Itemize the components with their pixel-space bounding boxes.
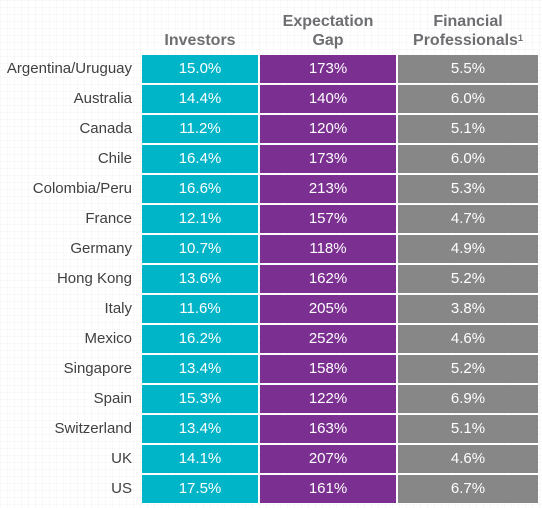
cell-financial-professionals: 5.3%	[398, 175, 538, 203]
row-label-country: Argentina/Uruguay	[6, 60, 132, 77]
table-row: Italy 11.6% 205% 3.8%	[0, 295, 542, 323]
table-row: UK 14.1% 207% 4.6%	[0, 445, 542, 473]
cell-financial-professionals: 5.2%	[398, 355, 538, 383]
row-label-country: Hong Kong	[56, 270, 132, 287]
cell-expectation-gap: 157%	[260, 205, 396, 233]
table-row: France 12.1% 157% 4.7%	[0, 205, 542, 233]
cell-financial-professionals: 4.6%	[398, 445, 538, 473]
header-fp-footnote: 1	[517, 33, 523, 43]
header-gap-line-1: Expectation	[282, 13, 374, 30]
cell-investors: 17.5%	[142, 475, 258, 503]
row-label-country: Colombia/Peru	[32, 180, 132, 197]
table-row: Canada 11.2% 120% 5.1%	[0, 115, 542, 143]
cell-investors: 14.1%	[142, 445, 258, 473]
cell-financial-professionals: 4.6%	[398, 325, 538, 353]
cell-expectation-gap: 173%	[260, 55, 396, 83]
cell-expectation-gap: 158%	[260, 355, 396, 383]
cell-financial-professionals: 5.2%	[398, 265, 538, 293]
row-label-country: Germany	[70, 240, 132, 257]
cell-investors: 11.6%	[142, 295, 258, 323]
cell-expectation-gap: 213%	[260, 175, 396, 203]
cell-investors: 13.4%	[142, 355, 258, 383]
table-row: US 17.5% 161% 6.7%	[0, 475, 542, 503]
cell-investors: 16.2%	[142, 325, 258, 353]
cell-investors: 10.7%	[142, 235, 258, 263]
cell-financial-professionals: 5.1%	[398, 415, 538, 443]
header-financial-professionals: Financial Professionals1	[398, 8, 538, 50]
cell-investors: 13.6%	[142, 265, 258, 293]
cell-financial-professionals: 6.9%	[398, 385, 538, 413]
row-label-country: UK	[111, 450, 132, 467]
cell-financial-professionals: 4.7%	[398, 205, 538, 233]
table-row: Switzerland 13.4% 163% 5.1%	[0, 415, 542, 443]
header-investors: Investors	[142, 8, 258, 50]
cell-investors: 11.2%	[142, 115, 258, 143]
cell-financial-professionals: 6.0%	[398, 145, 538, 173]
cell-expectation-gap: 252%	[260, 325, 396, 353]
row-label-country: Australia	[73, 90, 132, 107]
cell-expectation-gap: 140%	[260, 85, 396, 113]
cell-expectation-gap: 173%	[260, 145, 396, 173]
row-label-country: Switzerland	[54, 420, 132, 437]
table-row: Chile 16.4% 173% 6.0%	[0, 145, 542, 173]
table-row: Spain 15.3% 122% 6.9%	[0, 385, 542, 413]
cell-investors: 13.4%	[142, 415, 258, 443]
row-label-country: Singapore	[63, 360, 132, 377]
cell-financial-professionals: 6.0%	[398, 85, 538, 113]
cell-investors: 16.4%	[142, 145, 258, 173]
header-investors-label: Investors	[164, 32, 236, 49]
row-label-country: France	[85, 210, 132, 227]
row-label-country: Chile	[97, 150, 132, 167]
cell-expectation-gap: 205%	[260, 295, 396, 323]
table-row: Argentina/Uruguay 15.0% 173% 5.5%	[0, 55, 542, 83]
table-row: Germany 10.7% 118% 4.9%	[0, 235, 542, 263]
cell-financial-professionals: 3.8%	[398, 295, 538, 323]
cell-investors: 16.6%	[142, 175, 258, 203]
row-label-country: Spain	[93, 390, 132, 407]
cell-expectation-gap: 118%	[260, 235, 396, 263]
cell-expectation-gap: 207%	[260, 445, 396, 473]
table-row: Singapore 13.4% 158% 5.2%	[0, 355, 542, 383]
table-row: Mexico 16.2% 252% 4.6%	[0, 325, 542, 353]
cell-financial-professionals: 6.7%	[398, 475, 538, 503]
cell-investors: 12.1%	[142, 205, 258, 233]
cell-expectation-gap: 163%	[260, 415, 396, 443]
cell-expectation-gap: 161%	[260, 475, 396, 503]
row-label-country: Italy	[104, 300, 132, 317]
table-row: Hong Kong 13.6% 162% 5.2%	[0, 265, 542, 293]
cell-financial-professionals: 5.5%	[398, 55, 538, 83]
header-gap-line-2: Gap	[312, 32, 344, 49]
header-expectation-gap: Expectation Gap	[260, 8, 396, 50]
cell-investors: 15.3%	[142, 385, 258, 413]
table-row: Australia 14.4% 140% 6.0%	[0, 85, 542, 113]
cell-investors: 15.0%	[142, 55, 258, 83]
cell-investors: 14.4%	[142, 85, 258, 113]
cell-expectation-gap: 162%	[260, 265, 396, 293]
row-label-country: US	[111, 480, 132, 497]
table-row: Colombia/Peru 16.6% 213% 5.3%	[0, 175, 542, 203]
header-fp-line-2: Professionals1	[413, 31, 523, 50]
cell-financial-professionals: 4.9%	[398, 235, 538, 263]
row-label-country: Mexico	[84, 330, 132, 347]
cell-expectation-gap: 122%	[260, 385, 396, 413]
cell-financial-professionals: 5.1%	[398, 115, 538, 143]
header-fp-line-1: Financial	[433, 13, 503, 30]
row-label-country: Canada	[79, 120, 132, 137]
cell-expectation-gap: 120%	[260, 115, 396, 143]
header-fp-line-2-text: Professionals	[413, 32, 518, 49]
